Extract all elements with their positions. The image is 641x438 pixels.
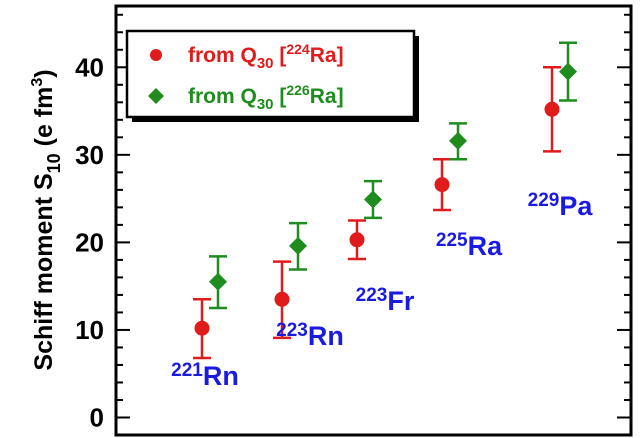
data-point-diamond: [289, 236, 307, 255]
data-marks: [193, 41, 577, 360]
nucleus-label: 225Ra: [436, 230, 503, 261]
y-axis-title: Schiff moment S10 (e fm3): [29, 69, 64, 370]
legend-label-226ra: from Q30 [226Ra]: [188, 82, 344, 113]
nucleus-label: 229Pa: [528, 190, 594, 221]
y-tick-label: 40: [75, 52, 104, 82]
y-tick-label: 10: [75, 315, 104, 345]
nucleus-label: 221Rn: [171, 360, 239, 391]
data-point-circle: [349, 232, 365, 248]
data-point-circle: [434, 177, 450, 193]
data-point-diamond: [364, 190, 382, 209]
y-tick-labels: 0 10 20 30 40: [75, 52, 104, 432]
data-point-diamond: [559, 62, 577, 81]
data-point-diamond: [209, 272, 227, 291]
nucleus-label: 223Rn: [276, 320, 344, 351]
y-tick-label: 30: [75, 140, 104, 170]
data-point-diamond: [449, 131, 467, 150]
y-tick-label: 20: [75, 227, 104, 257]
plot-frame: [114, 4, 633, 437]
data-point-circle: [544, 101, 560, 117]
data-point-circle: [274, 291, 290, 307]
legend-marker-green-diamond: [148, 88, 164, 104]
y-tick-label: 0: [90, 402, 104, 432]
legend-box: [125, 29, 416, 119]
legend: from Q30 [224Ra] from Q30 [226Ra]: [125, 29, 419, 122]
nucleus-labels: 221Rn 223Rn 223Fr 225Ra 229Pa: [171, 190, 593, 391]
legend-marker-red-circle: [150, 49, 162, 61]
nucleus-label: 223Fr: [356, 285, 415, 316]
data-point-circle: [194, 320, 210, 336]
legend-label-224ra: from Q30 [224Ra]: [188, 41, 344, 72]
